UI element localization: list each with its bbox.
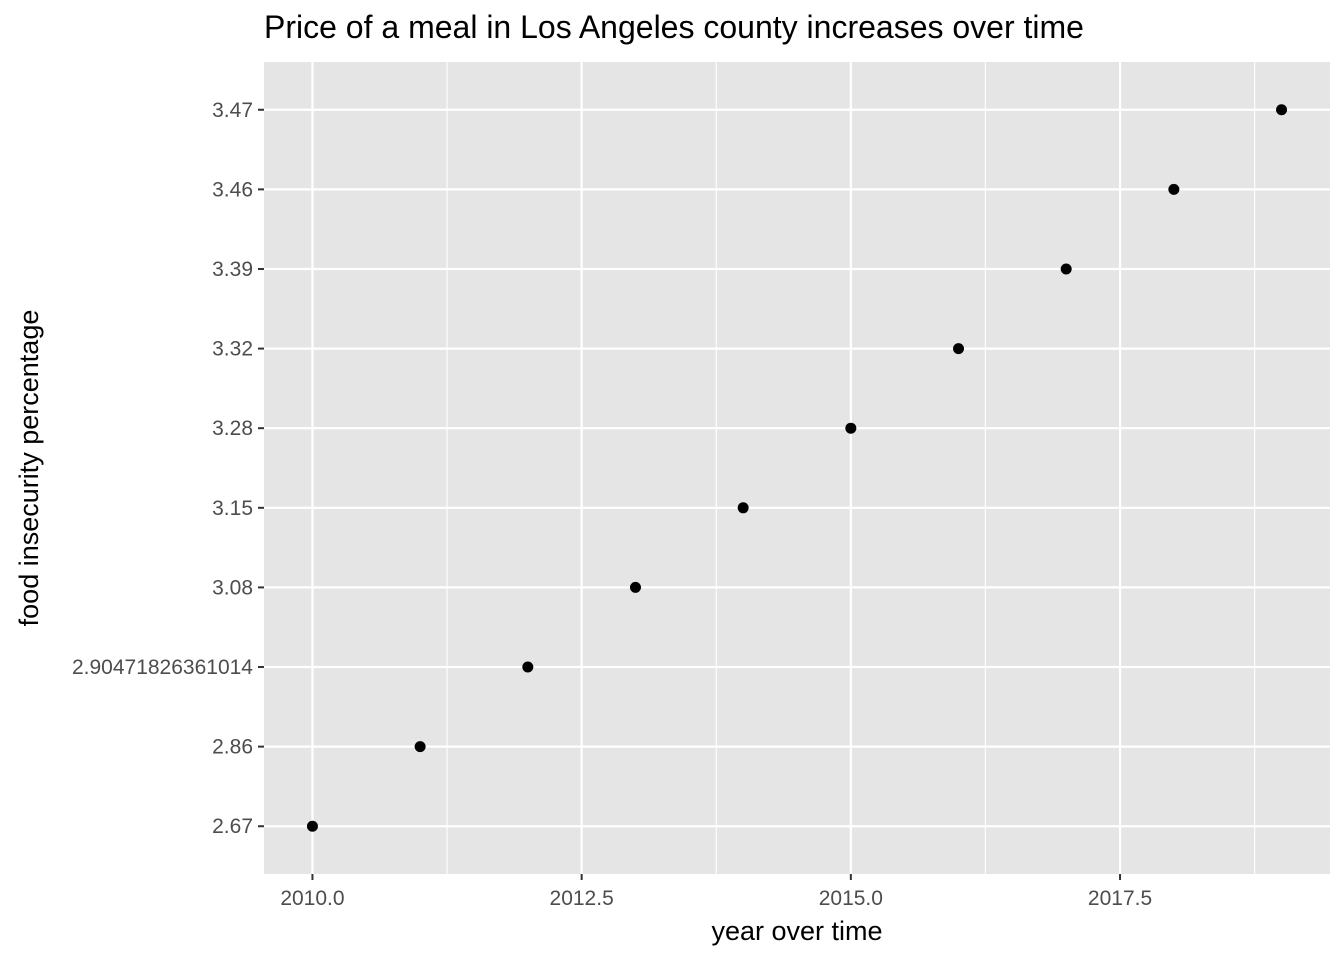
x-axis-title: year over time [711, 916, 882, 946]
data-point [414, 741, 426, 753]
y-tick-label: 3.08 [212, 576, 253, 599]
y-tick-label: 3.28 [212, 417, 253, 440]
data-point [522, 661, 534, 673]
minor-grid [446, 62, 1256, 874]
y-tick-label: 3.46 [212, 178, 253, 201]
y-tick-label: 3.32 [212, 338, 253, 361]
major-grid [264, 62, 1330, 874]
plot-panel [264, 62, 1330, 874]
data-point [629, 581, 641, 593]
data-point [1276, 104, 1288, 116]
x-tick-label: 2012.5 [550, 887, 614, 910]
y-tick-label: 2.86 [212, 736, 253, 759]
x-axis: 2010.0 2012.5 2015.0 2017.5 [280, 874, 1152, 910]
y-axis: 2.67 2.86 2.90471826361014 3.08 3.15 3.28 3.32… [72, 99, 264, 838]
data-points [306, 104, 1288, 832]
y-tick-label: 2.67 [212, 815, 253, 838]
data-point [737, 502, 749, 514]
data-point [1060, 263, 1072, 275]
data-point [1168, 183, 1180, 195]
y-tick-label: 3.39 [212, 258, 253, 281]
y-tick-label: 3.47 [212, 99, 253, 122]
y-axis-title: food insecurity percentage [14, 310, 44, 627]
data-point [953, 343, 965, 355]
x-tick-label: 2010.0 [280, 887, 344, 910]
y-tick-label: 2.90471826361014 [72, 656, 253, 679]
x-tick-label: 2015.0 [819, 887, 883, 910]
data-point [306, 820, 318, 832]
x-tick-label: 2017.5 [1088, 887, 1152, 910]
data-point [845, 422, 857, 434]
y-tick-label: 3.15 [212, 497, 253, 520]
chart-title: Price of a meal in Los Angeles county in… [264, 9, 1084, 45]
